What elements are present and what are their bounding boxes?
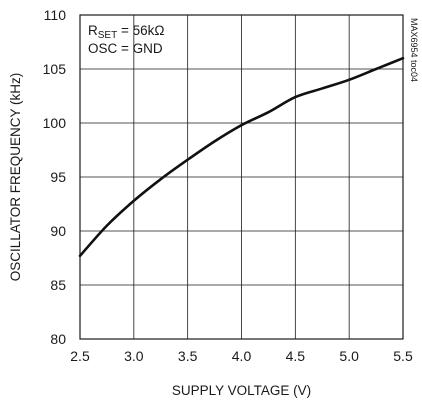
y-tick-label: 105 xyxy=(43,61,67,77)
y-tick-label: 90 xyxy=(50,223,66,239)
annotation-osc: OSC = GND xyxy=(88,41,163,56)
annotation-rset: RSET = 56kΩ xyxy=(88,23,164,41)
y-tick-label: 85 xyxy=(50,277,66,293)
watermark: MAX6954 toc04 xyxy=(409,18,419,82)
x-tick-label: 4.0 xyxy=(232,348,252,364)
y-tick-label: 95 xyxy=(50,169,66,185)
series-line xyxy=(78,56,405,258)
x-axis-title: SUPPLY VOLTAGE (V) xyxy=(172,383,311,398)
plot-frame xyxy=(79,14,404,340)
grid-lines xyxy=(80,15,403,339)
y-tick-label: 110 xyxy=(44,7,67,23)
x-tick-label: 3.5 xyxy=(178,348,198,364)
y-tick-label: 100 xyxy=(43,115,67,131)
x-tick-labels: 2.5 3.0 3.5 4.0 4.5 5.0 5.5 xyxy=(70,348,413,364)
x-tick-label: 5.5 xyxy=(393,348,413,364)
x-tick-label: 3.0 xyxy=(124,348,144,364)
x-tick-label: 5.0 xyxy=(339,348,359,364)
y-axis-title: OSCILLATOR FREQUENCY (kHz) xyxy=(8,73,23,282)
x-tick-label: 2.5 xyxy=(70,348,90,364)
y-tick-labels: 80 85 90 95 100 105 110 xyxy=(43,7,67,347)
y-tick-label: 80 xyxy=(50,331,66,347)
x-tick-label: 4.5 xyxy=(286,348,306,364)
